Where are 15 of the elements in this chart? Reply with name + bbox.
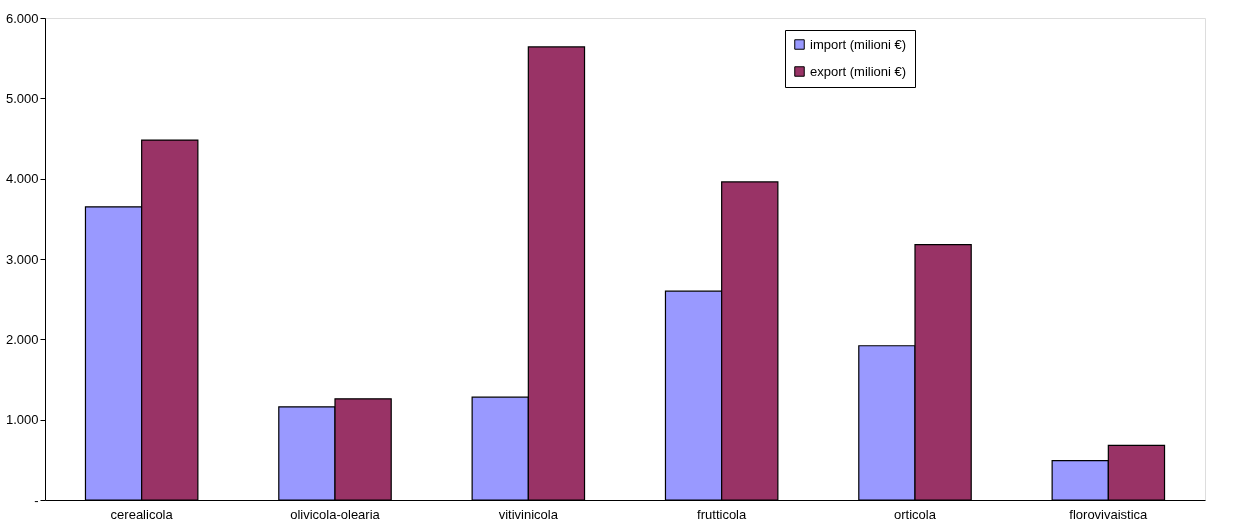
y-tick-label: 6.000 — [5, 10, 39, 26]
y-tick-label: 5.000 — [5, 90, 39, 106]
y-tick-label: 2.000 — [5, 331, 39, 347]
x-tick-label: florovivaistica — [1069, 506, 1149, 522]
y-tick-label: 3.000 — [5, 251, 39, 267]
legend-label: import (milioni €) — [810, 36, 907, 52]
x-tick-label: vitivinicola — [498, 506, 559, 522]
x-tick-label: olivicola-olearia — [290, 506, 381, 522]
y-tick-label: 1.000 — [5, 412, 39, 428]
y-tick-label: 4.000 — [5, 171, 39, 187]
x-tick-label: cerealicola — [110, 506, 174, 522]
x-tick-label: orticola — [894, 506, 937, 522]
y-tick-label: - — [34, 492, 39, 508]
x-tick-label: frutticola — [697, 506, 747, 522]
legend-label: export (milioni €) — [810, 63, 907, 79]
